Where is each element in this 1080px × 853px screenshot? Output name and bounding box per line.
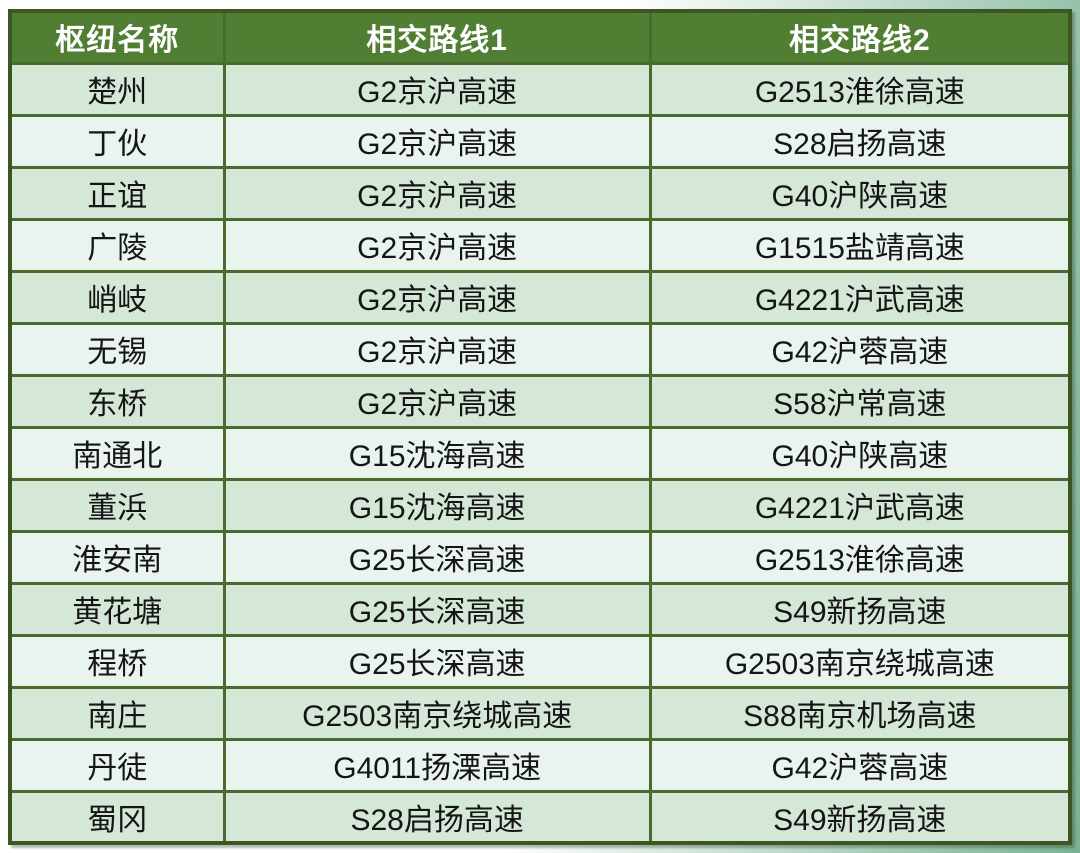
cell-route-1: G4011扬溧高速 [222,737,652,793]
cell-hub-name: 正谊 [8,165,226,221]
cell-hub-name: 峭岐 [8,269,226,325]
cell-route-1: G2京沪高速 [222,373,652,429]
cell-route-2: S49新扬高速 [648,789,1072,845]
table-row: 正谊 G2京沪高速 G40沪陕高速 [8,165,1072,221]
table-row: 南通北 G15沈海高速 G40沪陕高速 [8,425,1072,481]
cell-route-1: G2京沪高速 [222,113,652,169]
table-row: 广陵 G2京沪高速 G1515盐靖高速 [8,217,1072,273]
cell-route-2: G2503南京绕城高速 [648,633,1072,689]
cell-route-2: G42沪蓉高速 [648,737,1072,793]
highway-hub-table-container: 枢纽名称 相交路线1 相交路线2 楚州 G2京沪高速 G2513淮徐高速 丁伙 … [8,9,1072,845]
header-row: 枢纽名称 相交路线1 相交路线2 [8,9,1072,65]
table-row: 丁伙 G2京沪高速 S28启扬高速 [8,113,1072,169]
cell-route-2: S28启扬高速 [648,113,1072,169]
table-row: 董浜 G15沈海高速 G4221沪武高速 [8,477,1072,533]
cell-route-2: G1515盐靖高速 [648,217,1072,273]
cell-route-1: G2503南京绕城高速 [222,685,652,741]
cell-hub-name: 董浜 [8,477,226,533]
cell-route-1: G15沈海高速 [222,425,652,481]
highway-hub-table: 枢纽名称 相交路线1 相交路线2 楚州 G2京沪高速 G2513淮徐高速 丁伙 … [8,9,1072,845]
cell-route-1: G2京沪高速 [222,269,652,325]
table-body: 楚州 G2京沪高速 G2513淮徐高速 丁伙 G2京沪高速 S28启扬高速 正谊… [8,61,1072,845]
table-row: 程桥 G25长深高速 G2503南京绕城高速 [8,633,1072,689]
cell-route-1: G25长深高速 [222,581,652,637]
cell-hub-name: 淮安南 [8,529,226,585]
table-row: 淮安南 G25长深高速 G2513淮徐高速 [8,529,1072,585]
table-row: 丹徒 G4011扬溧高速 G42沪蓉高速 [8,737,1072,793]
cell-route-2: S88南京机场高速 [648,685,1072,741]
cell-route-2: S58沪常高速 [648,373,1072,429]
table-row: 无锡 G2京沪高速 G42沪蓉高速 [8,321,1072,377]
cell-route-1: G25长深高速 [222,529,652,585]
cell-hub-name: 无锡 [8,321,226,377]
cell-route-1: G2京沪高速 [222,321,652,377]
table-row: 蜀冈 S28启扬高速 S49新扬高速 [8,789,1072,845]
cell-route-2: G2513淮徐高速 [648,61,1072,117]
cell-route-1: S28启扬高速 [222,789,652,845]
cell-hub-name: 东桥 [8,373,226,429]
cell-route-1: G15沈海高速 [222,477,652,533]
table-row: 楚州 G2京沪高速 G2513淮徐高速 [8,61,1072,117]
table-row: 东桥 G2京沪高速 S58沪常高速 [8,373,1072,429]
cell-hub-name: 丁伙 [8,113,226,169]
cell-hub-name: 南庄 [8,685,226,741]
cell-hub-name: 程桥 [8,633,226,689]
cell-route-2: G4221沪武高速 [648,269,1072,325]
cell-hub-name: 楚州 [8,61,226,117]
cell-route-1: G2京沪高速 [222,61,652,117]
table-row: 峭岐 G2京沪高速 G4221沪武高速 [8,269,1072,325]
cell-route-2: G40沪陕高速 [648,165,1072,221]
table-row: 南庄 G2503南京绕城高速 S88南京机场高速 [8,685,1072,741]
header-cell-route-2: 相交路线2 [648,9,1072,65]
cell-hub-name: 南通北 [8,425,226,481]
cell-hub-name: 丹徒 [8,737,226,793]
cell-route-2: S49新扬高速 [648,581,1072,637]
cell-route-1: G2京沪高速 [222,217,652,273]
cell-route-2: G40沪陕高速 [648,425,1072,481]
cell-hub-name: 黄花塘 [8,581,226,637]
cell-route-1: G25长深高速 [222,633,652,689]
cell-hub-name: 蜀冈 [8,789,226,845]
cell-route-1: G2京沪高速 [222,165,652,221]
cell-route-2: G4221沪武高速 [648,477,1072,533]
cell-hub-name: 广陵 [8,217,226,273]
table-row: 黄花塘 G25长深高速 S49新扬高速 [8,581,1072,637]
header-cell-route-1: 相交路线1 [222,9,652,65]
header-cell-hub-name: 枢纽名称 [8,9,226,65]
cell-route-2: G42沪蓉高速 [648,321,1072,377]
cell-route-2: G2513淮徐高速 [648,529,1072,585]
